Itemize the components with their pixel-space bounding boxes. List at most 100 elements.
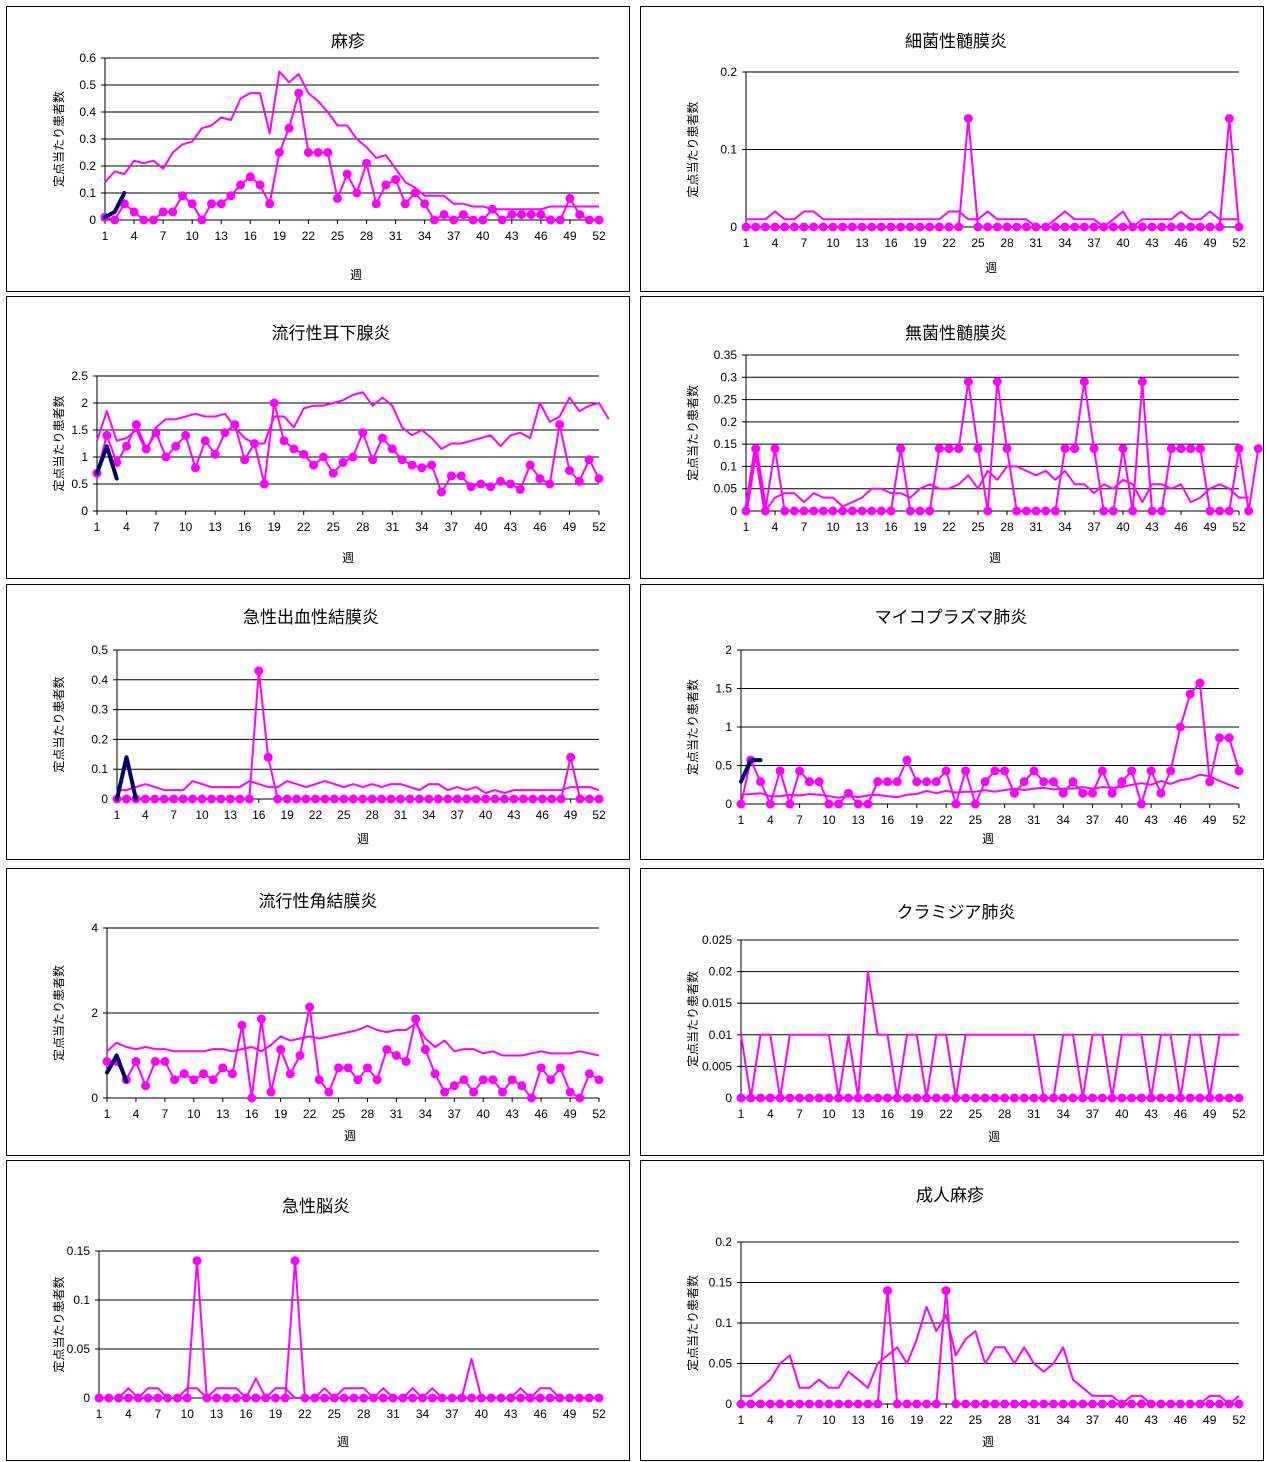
data-point (555, 1063, 565, 1073)
data-point (102, 430, 112, 440)
data-point (1195, 444, 1205, 454)
data-point (1041, 506, 1051, 516)
data-point (414, 794, 424, 804)
data-point (1166, 444, 1176, 454)
data-point (440, 1087, 450, 1097)
x-tick-label: 10 (185, 229, 199, 243)
x-tick-label: 40 (1116, 520, 1130, 534)
data-point (1224, 114, 1234, 123)
data-point (358, 794, 368, 804)
data-point (1021, 222, 1031, 232)
x-axis-label: 週 (988, 1130, 1000, 1144)
data-point (1039, 777, 1049, 787)
series-line-current (740, 682, 1240, 805)
data-point (1118, 444, 1128, 454)
data-point (915, 222, 925, 232)
x-tick-label: 31 (389, 229, 403, 243)
data-point (973, 444, 983, 454)
data-point (736, 1093, 746, 1103)
data-point (896, 444, 906, 454)
data-point (594, 1075, 604, 1085)
data-point (1050, 506, 1060, 516)
x-tick-label: 37 (445, 1407, 459, 1421)
y-tick-label: 0 (89, 213, 96, 227)
x-tick-label: 25 (969, 1107, 983, 1121)
data-point (867, 506, 877, 516)
x-tick-label: 46 (536, 808, 550, 822)
chart-title: クラミジア肺炎 (897, 903, 1016, 922)
data-point (1214, 733, 1224, 743)
data-point (785, 1093, 795, 1103)
x-tick-label: 43 (505, 1107, 519, 1121)
data-point (1195, 678, 1205, 688)
data-point (931, 1399, 941, 1409)
x-tick-label: 7 (162, 1107, 169, 1121)
data-point (1224, 1093, 1234, 1103)
data-point (352, 188, 362, 198)
data-point (535, 1393, 545, 1403)
data-point (584, 455, 594, 465)
data-point (1088, 1093, 1098, 1103)
data-point (449, 1081, 459, 1091)
data-point (263, 752, 273, 762)
data-point (882, 777, 892, 787)
x-tick-label: 10 (195, 808, 209, 822)
x-tick-label: 13 (210, 1407, 224, 1421)
data-point (427, 1393, 437, 1403)
x-tick-label: 19 (910, 1107, 924, 1121)
data-point (200, 436, 210, 446)
y-axis-label: 定点当たり患者数 (685, 1275, 700, 1371)
data-point (334, 1063, 344, 1073)
x-tick-label: 19 (273, 229, 287, 243)
data-point (785, 1399, 795, 1409)
data-point (391, 1051, 401, 1060)
data-point (310, 794, 320, 804)
data-point (843, 1093, 853, 1103)
data-point (313, 148, 323, 157)
data-point (467, 1393, 477, 1403)
x-tick-label: 22 (303, 1107, 317, 1121)
y-tick-label: 0.5 (91, 643, 108, 657)
x-tick-label: 7 (796, 813, 803, 827)
data-point (756, 777, 766, 787)
data-point (1000, 766, 1010, 776)
data-point (765, 1399, 775, 1409)
data-point (1186, 444, 1196, 454)
data-point (1224, 733, 1234, 743)
data-point (1019, 777, 1029, 787)
data-point (1000, 1093, 1010, 1103)
chart-panel-mycoplasma: 0 0.5 1 1.5 2 1 4 7 10 13 16 19 22 25 28 31 34 37 40 43 46 49… (640, 584, 1264, 860)
data-point (459, 1075, 469, 1085)
data-point (980, 1093, 990, 1103)
chart-title: マイコプラズマ肺炎 (875, 608, 1028, 627)
data-point (1224, 506, 1234, 516)
x-tick-label: 4 (772, 520, 779, 534)
x-tick-label: 1 (96, 1407, 103, 1421)
x-tick-label: 22 (942, 236, 956, 250)
x-tick-label: 7 (796, 1413, 803, 1427)
data-point (481, 794, 491, 804)
x-tick-label: 25 (332, 1107, 346, 1121)
data-point (319, 1393, 329, 1403)
data-point (170, 1075, 180, 1085)
data-point (804, 1093, 814, 1103)
x-tick-label: 49 (1203, 236, 1217, 250)
data-point (780, 222, 790, 232)
data-point (150, 1056, 160, 1066)
x-tick-label: 19 (910, 813, 924, 827)
data-point (857, 506, 867, 516)
data-point (1088, 788, 1098, 798)
data-point (218, 1063, 228, 1073)
y-tick-label: 1 (725, 720, 732, 734)
x-tick-label: 49 (564, 808, 578, 822)
x-tick-label: 46 (533, 520, 547, 534)
data-point (814, 1093, 824, 1103)
data-point (834, 1399, 844, 1409)
data-point (348, 452, 358, 462)
y-tick-label: 0.15 (714, 437, 738, 451)
y-tick-label: 0.5 (71, 477, 88, 491)
chart-svg-mumps: 0 0.5 1 1.5 2 2.5 1 4 7 10 13 16 19 22 25 28 31 34 37 40 43 4… (51, 324, 610, 565)
data-point (824, 799, 834, 809)
x-tick-label: 16 (884, 520, 898, 534)
chart-title: 成人麻疹 (916, 1186, 984, 1205)
